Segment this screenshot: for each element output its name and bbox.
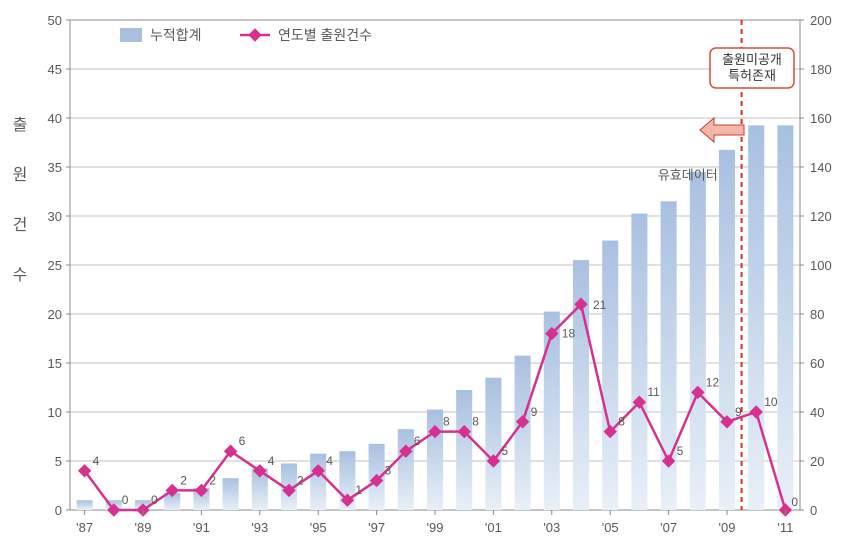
data-label: 0 bbox=[122, 493, 129, 507]
yaxis-label-char: 건 bbox=[13, 216, 28, 234]
y1-tick-label: 10 bbox=[48, 405, 62, 420]
y2-tick-label: 20 bbox=[810, 454, 824, 469]
data-label: 2 bbox=[297, 473, 304, 487]
x-tick-label: '87 bbox=[76, 520, 93, 535]
y2-tick-label: 80 bbox=[810, 307, 824, 322]
chart-container: 400226424136885918218115129100 051015202… bbox=[0, 0, 847, 550]
y1-tick-label: 20 bbox=[48, 307, 62, 322]
x-tick-label: '91 bbox=[193, 520, 210, 535]
data-label: 0 bbox=[791, 495, 798, 509]
yaxis-label-char: 출 bbox=[13, 116, 28, 134]
x-tick-label: '89 bbox=[135, 520, 152, 535]
data-label: 5 bbox=[501, 444, 508, 458]
y1-tick-label: 50 bbox=[48, 13, 62, 28]
data-label: 8 bbox=[618, 415, 625, 429]
bar bbox=[544, 312, 560, 510]
data-label: 18 bbox=[562, 327, 576, 341]
annotation-text: 출원미공개 bbox=[722, 52, 782, 67]
data-label: 4 bbox=[93, 454, 100, 468]
x-tick-label: '05 bbox=[602, 520, 619, 535]
bar bbox=[777, 125, 793, 510]
data-label: 2 bbox=[180, 473, 187, 487]
x-tick-label: '09 bbox=[719, 520, 736, 535]
x-tick-label: '95 bbox=[310, 520, 327, 535]
bar bbox=[456, 390, 472, 510]
bar bbox=[719, 150, 735, 510]
yaxis-label: 출원건수 bbox=[13, 116, 28, 284]
data-label: 8 bbox=[443, 415, 450, 429]
y1-tick-label: 5 bbox=[55, 454, 62, 469]
y2-tick-label: 0 bbox=[810, 503, 817, 518]
bar-series bbox=[77, 125, 794, 510]
y2-tick-label: 40 bbox=[810, 405, 824, 420]
data-label: 6 bbox=[239, 434, 246, 448]
x-tick-label: '97 bbox=[368, 520, 385, 535]
y2-tick-label: 160 bbox=[810, 111, 832, 126]
y2-tick-label: 120 bbox=[810, 209, 832, 224]
bar bbox=[748, 125, 764, 510]
bar bbox=[515, 356, 531, 510]
x-tick-label: '93 bbox=[251, 520, 268, 535]
bar bbox=[631, 214, 647, 510]
bar bbox=[223, 478, 239, 510]
data-label: 1 bbox=[355, 483, 362, 497]
legend-label: 연도별 출원건수 bbox=[278, 27, 372, 43]
data-label: 11 bbox=[647, 385, 660, 399]
yaxis-label-char: 원 bbox=[13, 166, 28, 184]
y2-tick-label: 100 bbox=[810, 258, 832, 273]
y2-tick-label: 60 bbox=[810, 356, 824, 371]
bar bbox=[427, 410, 443, 510]
data-label: 4 bbox=[268, 454, 275, 468]
data-label: 2 bbox=[209, 473, 216, 487]
data-label: 9 bbox=[531, 405, 538, 419]
bar bbox=[77, 500, 93, 510]
y1-tick-label: 15 bbox=[48, 356, 62, 371]
y1-tick-label: 35 bbox=[48, 160, 62, 175]
y2-tick-label: 200 bbox=[810, 13, 832, 28]
data-label: 0 bbox=[151, 493, 158, 507]
x-tick-label: '07 bbox=[660, 520, 677, 535]
y1-tick-label: 25 bbox=[48, 258, 62, 273]
data-label: 9 bbox=[735, 405, 742, 419]
data-label: 10 bbox=[764, 395, 778, 409]
x-tick-label: '99 bbox=[427, 520, 444, 535]
bar bbox=[485, 378, 501, 510]
bar bbox=[602, 241, 618, 511]
legend-label: 누적합계 bbox=[150, 27, 202, 43]
data-label: 12 bbox=[706, 375, 720, 389]
data-label: 6 bbox=[414, 434, 421, 448]
y1-tick-label: 45 bbox=[48, 62, 62, 77]
data-label: 21 bbox=[593, 298, 607, 312]
legend-swatch-bar bbox=[120, 28, 142, 42]
y1-tick-label: 0 bbox=[55, 503, 62, 518]
y1-tick-label: 30 bbox=[48, 209, 62, 224]
legend: 누적합계 연도별 출원건수 bbox=[120, 27, 372, 43]
bar bbox=[310, 454, 326, 510]
bar bbox=[398, 429, 414, 510]
arrow-icon bbox=[700, 118, 744, 142]
bar bbox=[690, 172, 706, 510]
y2-tick-label: 140 bbox=[810, 160, 832, 175]
y2-tick-label: 180 bbox=[810, 62, 832, 77]
data-label: 4 bbox=[326, 454, 333, 468]
x-tick-label: '03 bbox=[543, 520, 560, 535]
data-label: 8 bbox=[472, 415, 479, 429]
chart-svg: 400226424136885918218115129100 051015202… bbox=[0, 0, 847, 550]
x-tick-label: '11 bbox=[777, 520, 793, 535]
annotation-text: 특허존재 bbox=[728, 68, 776, 83]
inline-label: 유효데이터 bbox=[658, 167, 718, 182]
yaxis-label-char: 수 bbox=[13, 266, 28, 284]
data-label: 5 bbox=[677, 444, 684, 458]
legend-marker bbox=[249, 29, 261, 41]
data-label: 3 bbox=[385, 464, 392, 478]
x-tick-label: '01 bbox=[485, 520, 502, 535]
y1-tick-label: 40 bbox=[48, 111, 62, 126]
